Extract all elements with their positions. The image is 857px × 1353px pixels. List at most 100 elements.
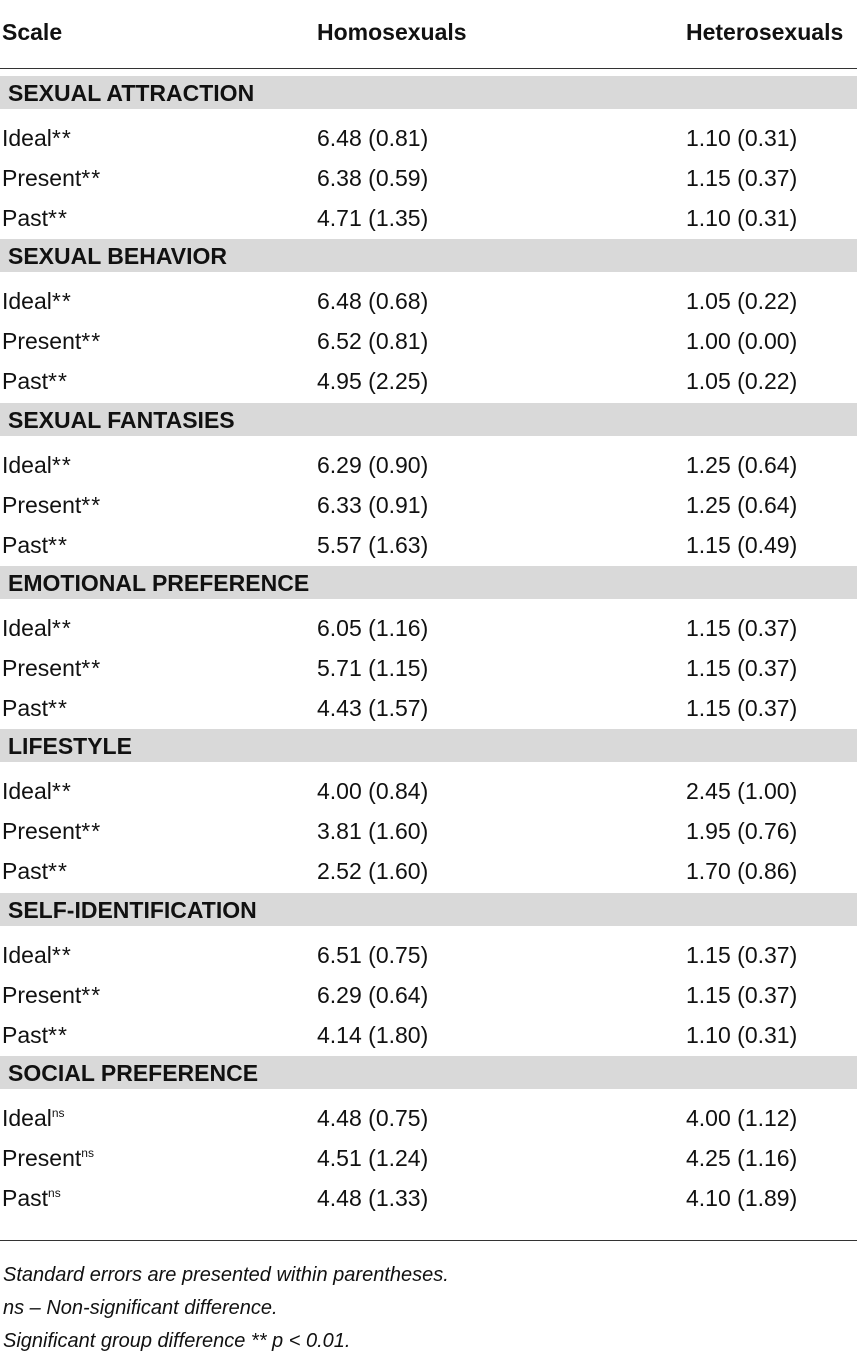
significance-mark: ** — [51, 125, 72, 151]
significance-mark: ** — [81, 492, 102, 518]
row-scale-label: Present** — [2, 817, 101, 845]
heterosexuals-value: 1.10 (0.31) — [686, 1022, 798, 1048]
row-scale-label: Past** — [2, 204, 68, 232]
significance-mark: ** — [48, 368, 68, 394]
homosexuals-value: 6.29 (0.64) — [317, 982, 429, 1008]
table-row: Ideal** 6.48 (0.68) 1.05 (0.22) — [0, 281, 857, 321]
section-heading: SEXUAL BEHAVIOR — [0, 239, 857, 272]
significance-mark: ** — [48, 532, 68, 558]
row-scale-label: Present** — [2, 491, 101, 519]
heterosexuals-value: 2.45 (1.00) — [686, 778, 798, 804]
table-row: Present** 3.81 (1.60) 1.95 (0.76) — [0, 811, 857, 851]
table-row: Past** 4.43 (1.57) 1.15 (0.37) — [0, 688, 857, 728]
section-title: SOCIAL PREFERENCE — [8, 1060, 259, 1086]
ns-superscript: ns — [81, 1146, 94, 1160]
significance-mark: ** — [51, 452, 72, 478]
table-row: Past** 4.95 (2.25) 1.05 (0.22) — [0, 361, 857, 401]
row-scale-label: Present** — [2, 164, 101, 192]
row-label-text: Past — [2, 1185, 49, 1211]
footnote-significance: Significant group difference ** p < 0.01… — [3, 1330, 351, 1352]
significance-mark: ** — [81, 655, 102, 681]
homosexuals-value: 4.00 (0.84) — [317, 778, 429, 804]
heterosexuals-value: 4.10 (1.89) — [686, 1185, 798, 1211]
heterosexuals-value: 4.25 (1.16) — [686, 1145, 798, 1171]
table-row: Present** 6.29 (0.64) 1.15 (0.37) — [0, 975, 857, 1015]
table-row: Present** 6.33 (0.91) 1.25 (0.64) — [0, 485, 857, 525]
heterosexuals-value: 1.15 (0.37) — [686, 165, 798, 191]
header-heterosexuals: Heterosexuals — [686, 19, 844, 45]
heterosexuals-value: 1.15 (0.37) — [686, 695, 798, 721]
section-title: EMOTIONAL PREFERENCE — [8, 570, 310, 596]
footnote-standard-errors: Standard errors are presented within par… — [3, 1264, 449, 1286]
table-footnotes: Standard errors are presented within par… — [0, 1240, 857, 1352]
homosexuals-value: 6.05 (1.16) — [317, 615, 429, 641]
row-scale-label: Past** — [2, 1021, 68, 1049]
row-scale-label: Ideal** — [2, 777, 72, 805]
significance-mark: ** — [81, 818, 102, 844]
significance-mark: ** — [48, 695, 68, 721]
table-row: Ideal** 6.29 (0.90) 1.25 (0.64) — [0, 445, 857, 485]
homosexuals-value: 6.48 (0.68) — [317, 288, 429, 314]
section-heading: SOCIAL PREFERENCE — [0, 1056, 857, 1089]
row-label-text: Ideal — [2, 452, 52, 478]
homosexuals-value: 5.71 (1.15) — [317, 655, 429, 681]
significance-mark: ** — [48, 205, 68, 231]
section-title: SEXUAL BEHAVIOR — [8, 243, 227, 269]
ns-superscript: ns — [51, 1106, 65, 1120]
footnote-ns: ns – Non-significant difference. — [3, 1297, 278, 1319]
row-scale-label: Past** — [2, 694, 68, 722]
significance-mark: ** — [51, 288, 72, 314]
row-label-text: Ideal — [2, 778, 52, 804]
row-scale-label: Pastns — [2, 1184, 61, 1212]
row-scale-label: Idealns — [2, 1104, 65, 1132]
significance-mark: ** — [48, 1022, 68, 1048]
significance-mark: ** — [51, 778, 72, 804]
table-row: Present** 6.38 (0.59) 1.15 (0.37) — [0, 158, 857, 198]
table-row: Past** 4.14 (1.80) 1.10 (0.31) — [0, 1015, 857, 1055]
header-homosexuals: Homosexuals — [317, 19, 467, 45]
heterosexuals-value: 1.15 (0.37) — [686, 942, 798, 968]
row-scale-label: Past** — [2, 531, 68, 559]
table-row: Past** 4.71 (1.35) 1.10 (0.31) — [0, 198, 857, 238]
row-label-text: Past — [2, 695, 49, 721]
row-scale-label: Past** — [2, 857, 68, 885]
homosexuals-value: 4.95 (2.25) — [317, 368, 429, 394]
section-heading: SEXUAL ATTRACTION — [0, 76, 857, 109]
row-label-text: Past — [2, 1022, 49, 1048]
row-label-text: Present — [2, 655, 82, 681]
row-label-text: Past — [2, 532, 49, 558]
homosexuals-value: 6.29 (0.90) — [317, 452, 429, 478]
row-label-text: Present — [2, 1145, 82, 1171]
heterosexuals-value: 1.15 (0.37) — [686, 655, 798, 681]
table-row: Ideal** 6.51 (0.75) 1.15 (0.37) — [0, 935, 857, 975]
homosexuals-value: 6.33 (0.91) — [317, 492, 429, 518]
significance-mark: ** — [51, 942, 72, 968]
table-row: Ideal** 6.05 (1.16) 1.15 (0.37) — [0, 608, 857, 648]
homosexuals-value: 6.38 (0.59) — [317, 165, 429, 191]
section-title: SELF-IDENTIFICATION — [8, 897, 257, 923]
row-scale-label: Ideal** — [2, 287, 72, 315]
section-title: SEXUAL ATTRACTION — [8, 80, 255, 106]
section-title: SEXUAL FANTASIES — [8, 407, 235, 433]
row-label-text: Ideal — [2, 1105, 52, 1131]
table-row: Past** 2.52 (1.60) 1.70 (0.86) — [0, 851, 857, 891]
row-scale-label: Past** — [2, 367, 68, 395]
heterosexuals-value: 4.00 (1.12) — [686, 1105, 798, 1131]
table-row: Present** 6.52 (0.81) 1.00 (0.00) — [0, 321, 857, 361]
row-label-text: Past — [2, 858, 49, 884]
homosexuals-value: 4.48 (1.33) — [317, 1185, 429, 1211]
heterosexuals-value: 1.10 (0.31) — [686, 125, 798, 151]
row-label-text: Present — [2, 165, 82, 191]
table-row: Present** 5.71 (1.15) 1.15 (0.37) — [0, 648, 857, 688]
homosexuals-value: 5.57 (1.63) — [317, 532, 429, 558]
row-scale-label: Present** — [2, 654, 101, 682]
significance-mark: ** — [48, 858, 68, 884]
homosexuals-value: 4.14 (1.80) — [317, 1022, 429, 1048]
heterosexuals-value: 1.15 (0.37) — [686, 615, 798, 641]
table-row: Ideal** 6.48 (0.81) 1.10 (0.31) — [0, 118, 857, 158]
row-label-text: Past — [2, 205, 49, 231]
table-row: Pastns 4.48 (1.33) 4.10 (1.89) — [0, 1178, 857, 1218]
section-heading: LIFESTYLE — [0, 729, 857, 762]
heterosexuals-value: 1.70 (0.86) — [686, 858, 798, 884]
row-label-text: Present — [2, 818, 82, 844]
